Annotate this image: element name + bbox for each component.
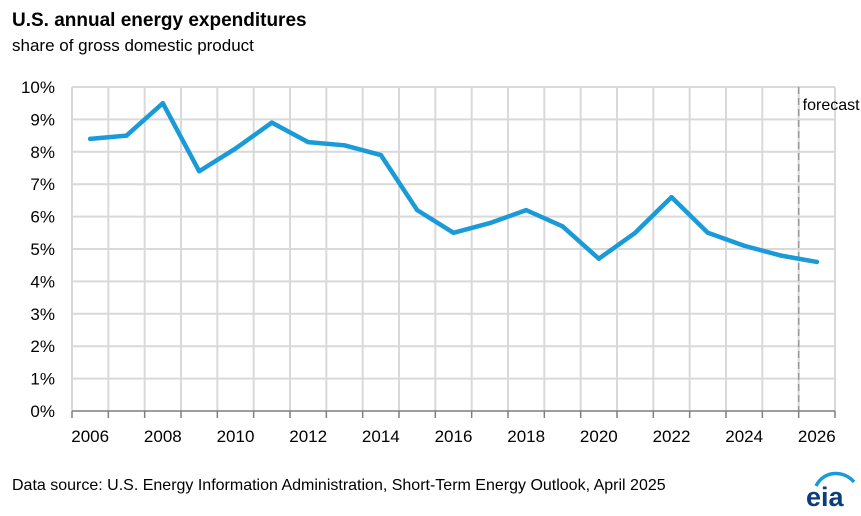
data-point — [814, 259, 820, 265]
data-point — [741, 243, 747, 248]
y-tick-label: 7% — [30, 175, 55, 194]
series-group — [87, 100, 820, 265]
data-point — [778, 253, 783, 258]
y-tick-label: 0% — [30, 402, 55, 421]
y-tick-label: 8% — [30, 143, 55, 162]
chart-subtitle: share of gross domestic product — [12, 36, 254, 55]
y-tick-label: 4% — [30, 272, 55, 291]
chart-title: U.S. annual energy expenditures — [12, 10, 307, 31]
x-tick-label: 2024 — [725, 427, 763, 446]
y-tick-label: 10% — [21, 78, 55, 97]
data-point — [632, 230, 638, 235]
x-tick-label: 2008 — [144, 427, 182, 446]
data-point — [705, 230, 711, 235]
data-point — [523, 207, 529, 213]
data-point — [269, 120, 275, 125]
eia-logo: eia — [806, 471, 856, 512]
x-tick-label: 2026 — [798, 427, 836, 446]
x-tick-label: 2016 — [435, 427, 473, 446]
x-tick-label: 2012 — [289, 427, 327, 446]
gridlines — [71, 86, 836, 411]
data-point — [487, 220, 493, 226]
x-axis-ticks: 2006 2008 2010 2012 2014 2016 2018 2020 2022 2024… — [71, 427, 835, 446]
y-tick-label: 1% — [30, 370, 55, 389]
data-point — [160, 101, 166, 106]
logo-swoosh-icon — [814, 471, 856, 487]
data-point — [196, 169, 202, 174]
x-tick-label: 2022 — [653, 427, 691, 446]
data-point — [305, 139, 311, 145]
axes — [71, 410, 836, 418]
series-line — [87, 100, 820, 265]
data-point — [669, 194, 674, 200]
y-tick-label: 6% — [30, 208, 55, 227]
forecast-label: forecast — [803, 97, 860, 114]
data-point — [596, 256, 602, 261]
data-point — [560, 224, 565, 229]
data-source-note: Data source: U.S. Energy Information Adm… — [12, 477, 666, 494]
x-tick-label: 2010 — [217, 427, 255, 446]
logo-text: eia — [806, 482, 845, 512]
data-point — [342, 143, 347, 148]
y-axis-ticks: 0% 1% 2% 3% 4% 5% 6% 7% 8% 9% 10% — [21, 78, 55, 421]
data-point — [451, 230, 456, 235]
x-tick-label: 2014 — [362, 427, 400, 446]
data-point — [233, 146, 238, 151]
x-tick-label: 2020 — [580, 427, 618, 446]
data-point — [378, 152, 384, 158]
y-tick-label: 9% — [30, 110, 55, 129]
data-point — [124, 133, 129, 138]
x-tick-label: 2018 — [507, 427, 545, 446]
y-tick-label: 2% — [30, 337, 55, 356]
data-point — [414, 207, 420, 213]
y-tick-label: 3% — [30, 305, 55, 324]
data-point — [87, 136, 93, 142]
x-tick-label: 2006 — [71, 427, 109, 446]
line-chart: forecast 0%1%2%3%4%5%6%7%8%9%10% 2006 200… — [21, 78, 860, 446]
forecast-region: forecast — [797, 87, 860, 411]
y-tick-label: 5% — [30, 240, 55, 259]
